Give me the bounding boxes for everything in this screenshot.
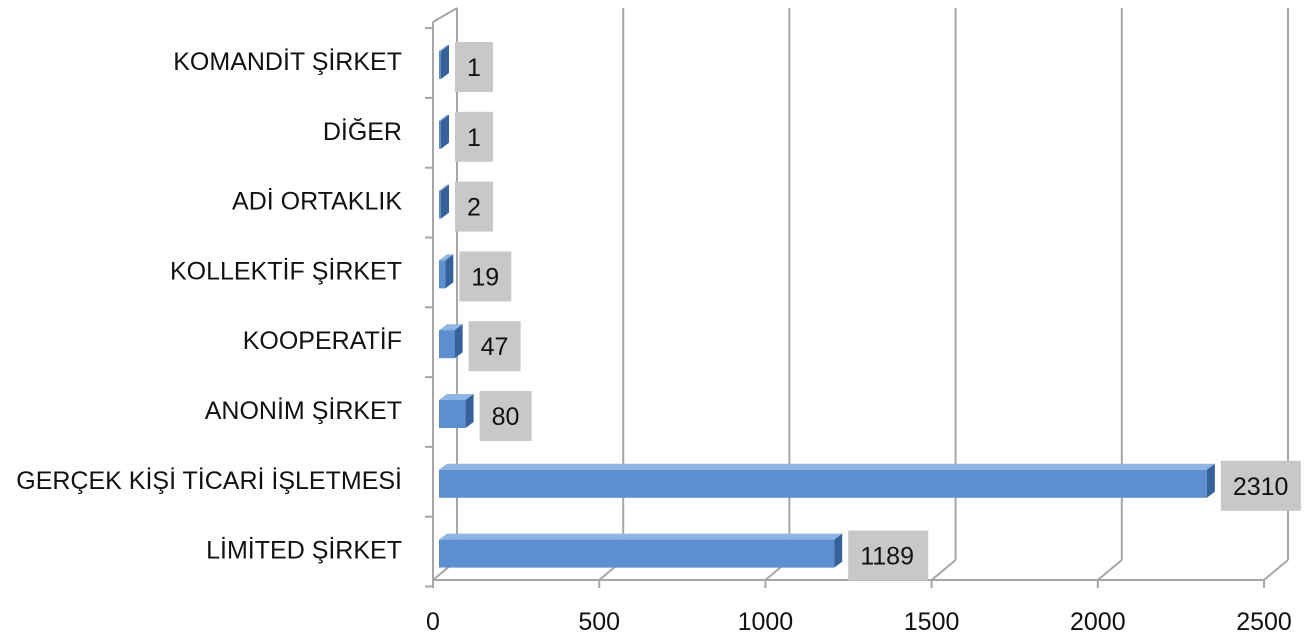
y-axis-top-edge (432, 7, 458, 23)
bar-side-face (445, 254, 454, 289)
data-label-box (455, 181, 493, 232)
data-label: 1 (467, 54, 481, 82)
bar-side-face (441, 184, 449, 219)
data-label: 2 (467, 194, 481, 222)
floor-gridline (1097, 559, 1123, 581)
x-tick-label: 0 (426, 608, 440, 636)
data-label-box (848, 530, 929, 581)
bar (439, 400, 466, 428)
bar-top-face (439, 184, 449, 191)
bar-top-face (439, 533, 843, 540)
x-tick-label: 1000 (738, 608, 794, 636)
category-label: KOLLEKTİF ŞİRKET (170, 256, 402, 285)
bar (439, 260, 446, 289)
bar (439, 469, 1207, 498)
bar-side-face (834, 533, 843, 568)
data-label-box (1220, 460, 1301, 511)
data-label: 47 (481, 333, 509, 361)
x-tick-label: 1500 (904, 608, 960, 636)
bar-side-face (465, 394, 474, 428)
x-tick-label: 2500 (1236, 608, 1292, 636)
data-label-box (455, 111, 493, 162)
bar (439, 539, 835, 568)
bar-side-face (1206, 463, 1215, 498)
bar-top-face (439, 254, 454, 261)
bar (439, 120, 441, 149)
data-label: 19 (471, 263, 499, 291)
category-label: LİMİTED ŞİRKET (206, 536, 402, 565)
bar-top-face (439, 114, 449, 121)
data-label: 1 (467, 124, 481, 152)
bar-side-face (441, 114, 449, 149)
floor-gridline (1263, 559, 1289, 581)
x-tick-label: 2000 (1070, 608, 1126, 636)
category-label: ADİ ORTAKLIK (232, 187, 402, 216)
bar-top-face (439, 45, 449, 51)
bar-top-face (439, 463, 1215, 470)
category-label: ANONİM ŞİRKET (205, 396, 402, 425)
bar-top-face (439, 324, 463, 331)
floor-gridline (930, 559, 957, 581)
category-label: KOOPERATİF (243, 326, 402, 355)
category-label: DİĞER (323, 117, 402, 146)
data-label-box (459, 251, 512, 302)
bar-top-face (439, 394, 474, 400)
bar-side-face (454, 324, 463, 359)
bar (439, 330, 455, 359)
category-label: GERÇEK KİŞİ TİCARİ İŞLETMESİ (16, 466, 402, 495)
data-label: 1189 (860, 543, 914, 571)
data-label: 2310 (1233, 473, 1289, 501)
bar-side-face (441, 45, 449, 79)
data-label-box (455, 42, 493, 92)
bar (439, 190, 441, 219)
data-label: 80 (492, 403, 520, 431)
data-label-box (468, 321, 521, 372)
data-label-box (479, 391, 532, 441)
bar (439, 51, 441, 79)
category-label: KOMANDİT ŞİRKET (173, 47, 402, 76)
x-tick-label: 500 (578, 608, 620, 636)
